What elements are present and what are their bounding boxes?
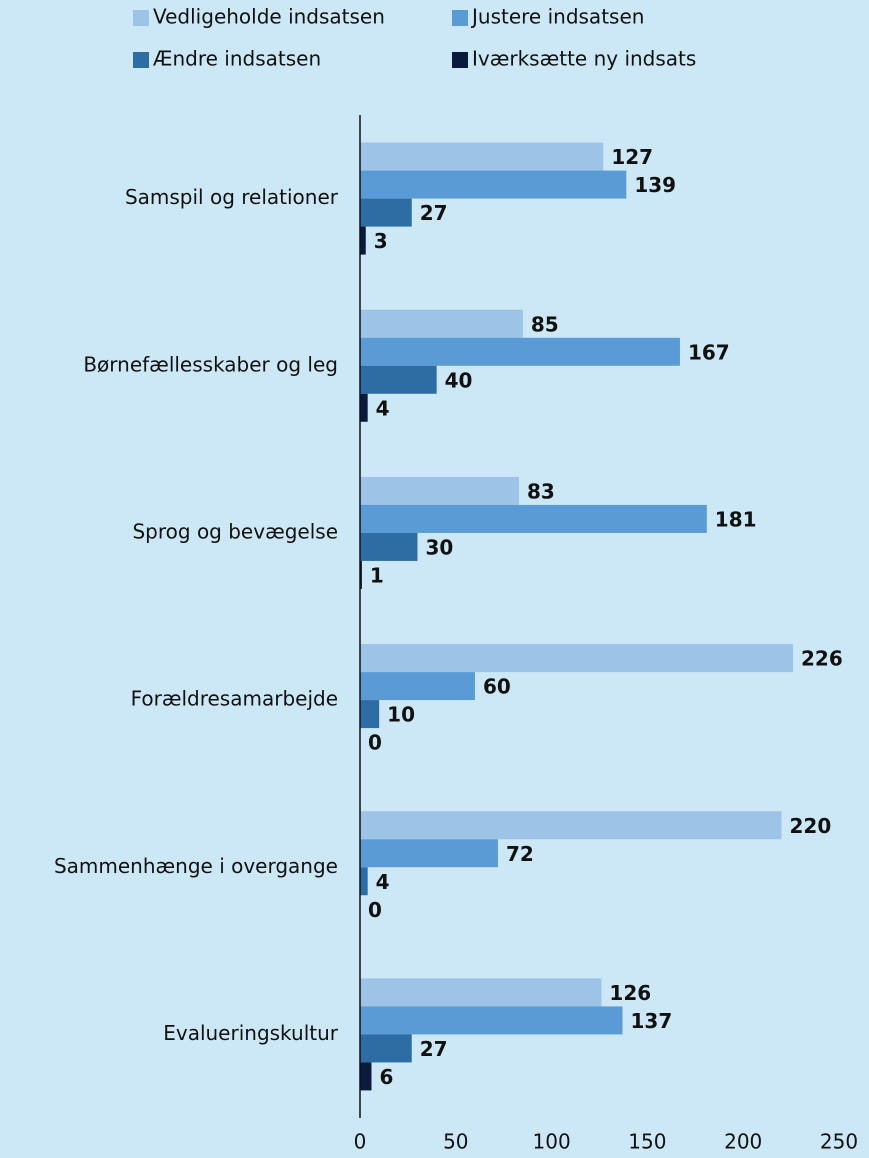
legend-label: Justere indsatsen <box>470 5 644 29</box>
legend-label: Iværksætte ny indsats <box>472 47 696 71</box>
data-label: 0 <box>368 898 382 922</box>
bar <box>360 337 680 366</box>
bar <box>360 978 602 1007</box>
data-label: 4 <box>376 870 390 894</box>
legend-swatch <box>133 52 149 68</box>
bar <box>360 170 627 199</box>
data-label: 4 <box>376 396 390 420</box>
bar <box>360 700 380 729</box>
data-label: 1 <box>370 563 384 587</box>
bar <box>360 839 498 868</box>
data-label: 127 <box>611 145 653 169</box>
data-label: 226 <box>801 647 843 671</box>
x-tick-label: 200 <box>724 1130 762 1154</box>
bar <box>360 309 523 338</box>
data-label: 167 <box>688 340 730 364</box>
data-label: 60 <box>483 675 511 699</box>
data-label: 181 <box>715 507 757 531</box>
x-tick-label: 100 <box>533 1130 571 1154</box>
bar <box>360 1006 623 1035</box>
data-label: 139 <box>634 173 676 197</box>
bar <box>360 560 362 589</box>
bar <box>360 811 782 840</box>
legend-swatch <box>452 10 468 26</box>
data-label: 83 <box>527 479 555 503</box>
y-tick-label: Samspil og relationer <box>125 185 339 209</box>
y-tick-label: Evalueringskultur <box>163 1021 339 1045</box>
data-label: 27 <box>420 1037 448 1061</box>
data-label: 6 <box>379 1065 393 1089</box>
y-tick-label: Sammenhænge i overgange <box>54 854 338 878</box>
bar <box>360 867 368 896</box>
legend-swatch <box>452 52 468 68</box>
bar <box>360 142 604 171</box>
data-label: 85 <box>531 312 559 336</box>
data-label: 40 <box>445 368 473 392</box>
data-label: 72 <box>506 842 534 866</box>
bar <box>360 532 418 561</box>
y-tick-label: Børnefællesskaber og leg <box>83 352 338 376</box>
data-label: 0 <box>368 731 382 755</box>
x-tick-label: 50 <box>443 1130 468 1154</box>
legend-swatch <box>133 10 149 26</box>
x-tick-label: 0 <box>354 1130 367 1154</box>
bar <box>360 365 437 394</box>
bar <box>360 393 368 422</box>
legend-label: Vedligeholde indsatsen <box>153 5 385 29</box>
y-tick-label: Forældresamarbejde <box>131 687 338 711</box>
data-label: 137 <box>630 1009 672 1033</box>
bar <box>360 504 707 533</box>
bar <box>360 1062 372 1091</box>
bar <box>360 672 475 701</box>
bar <box>360 198 412 227</box>
bar <box>360 644 794 673</box>
data-label: 10 <box>387 703 415 727</box>
bar <box>360 226 366 255</box>
x-tick-label: 250 <box>820 1130 858 1154</box>
x-tick-label: 150 <box>628 1130 666 1154</box>
data-label: 27 <box>420 201 448 225</box>
y-tick-label: Sprog og bevægelse <box>132 519 338 543</box>
bar <box>360 1034 412 1063</box>
data-label: 30 <box>425 535 453 559</box>
legend-label: Ændre indsatsen <box>153 47 321 71</box>
data-label: 3 <box>374 229 388 253</box>
data-label: 220 <box>790 814 832 838</box>
bar <box>360 476 520 505</box>
data-label: 126 <box>609 981 651 1005</box>
